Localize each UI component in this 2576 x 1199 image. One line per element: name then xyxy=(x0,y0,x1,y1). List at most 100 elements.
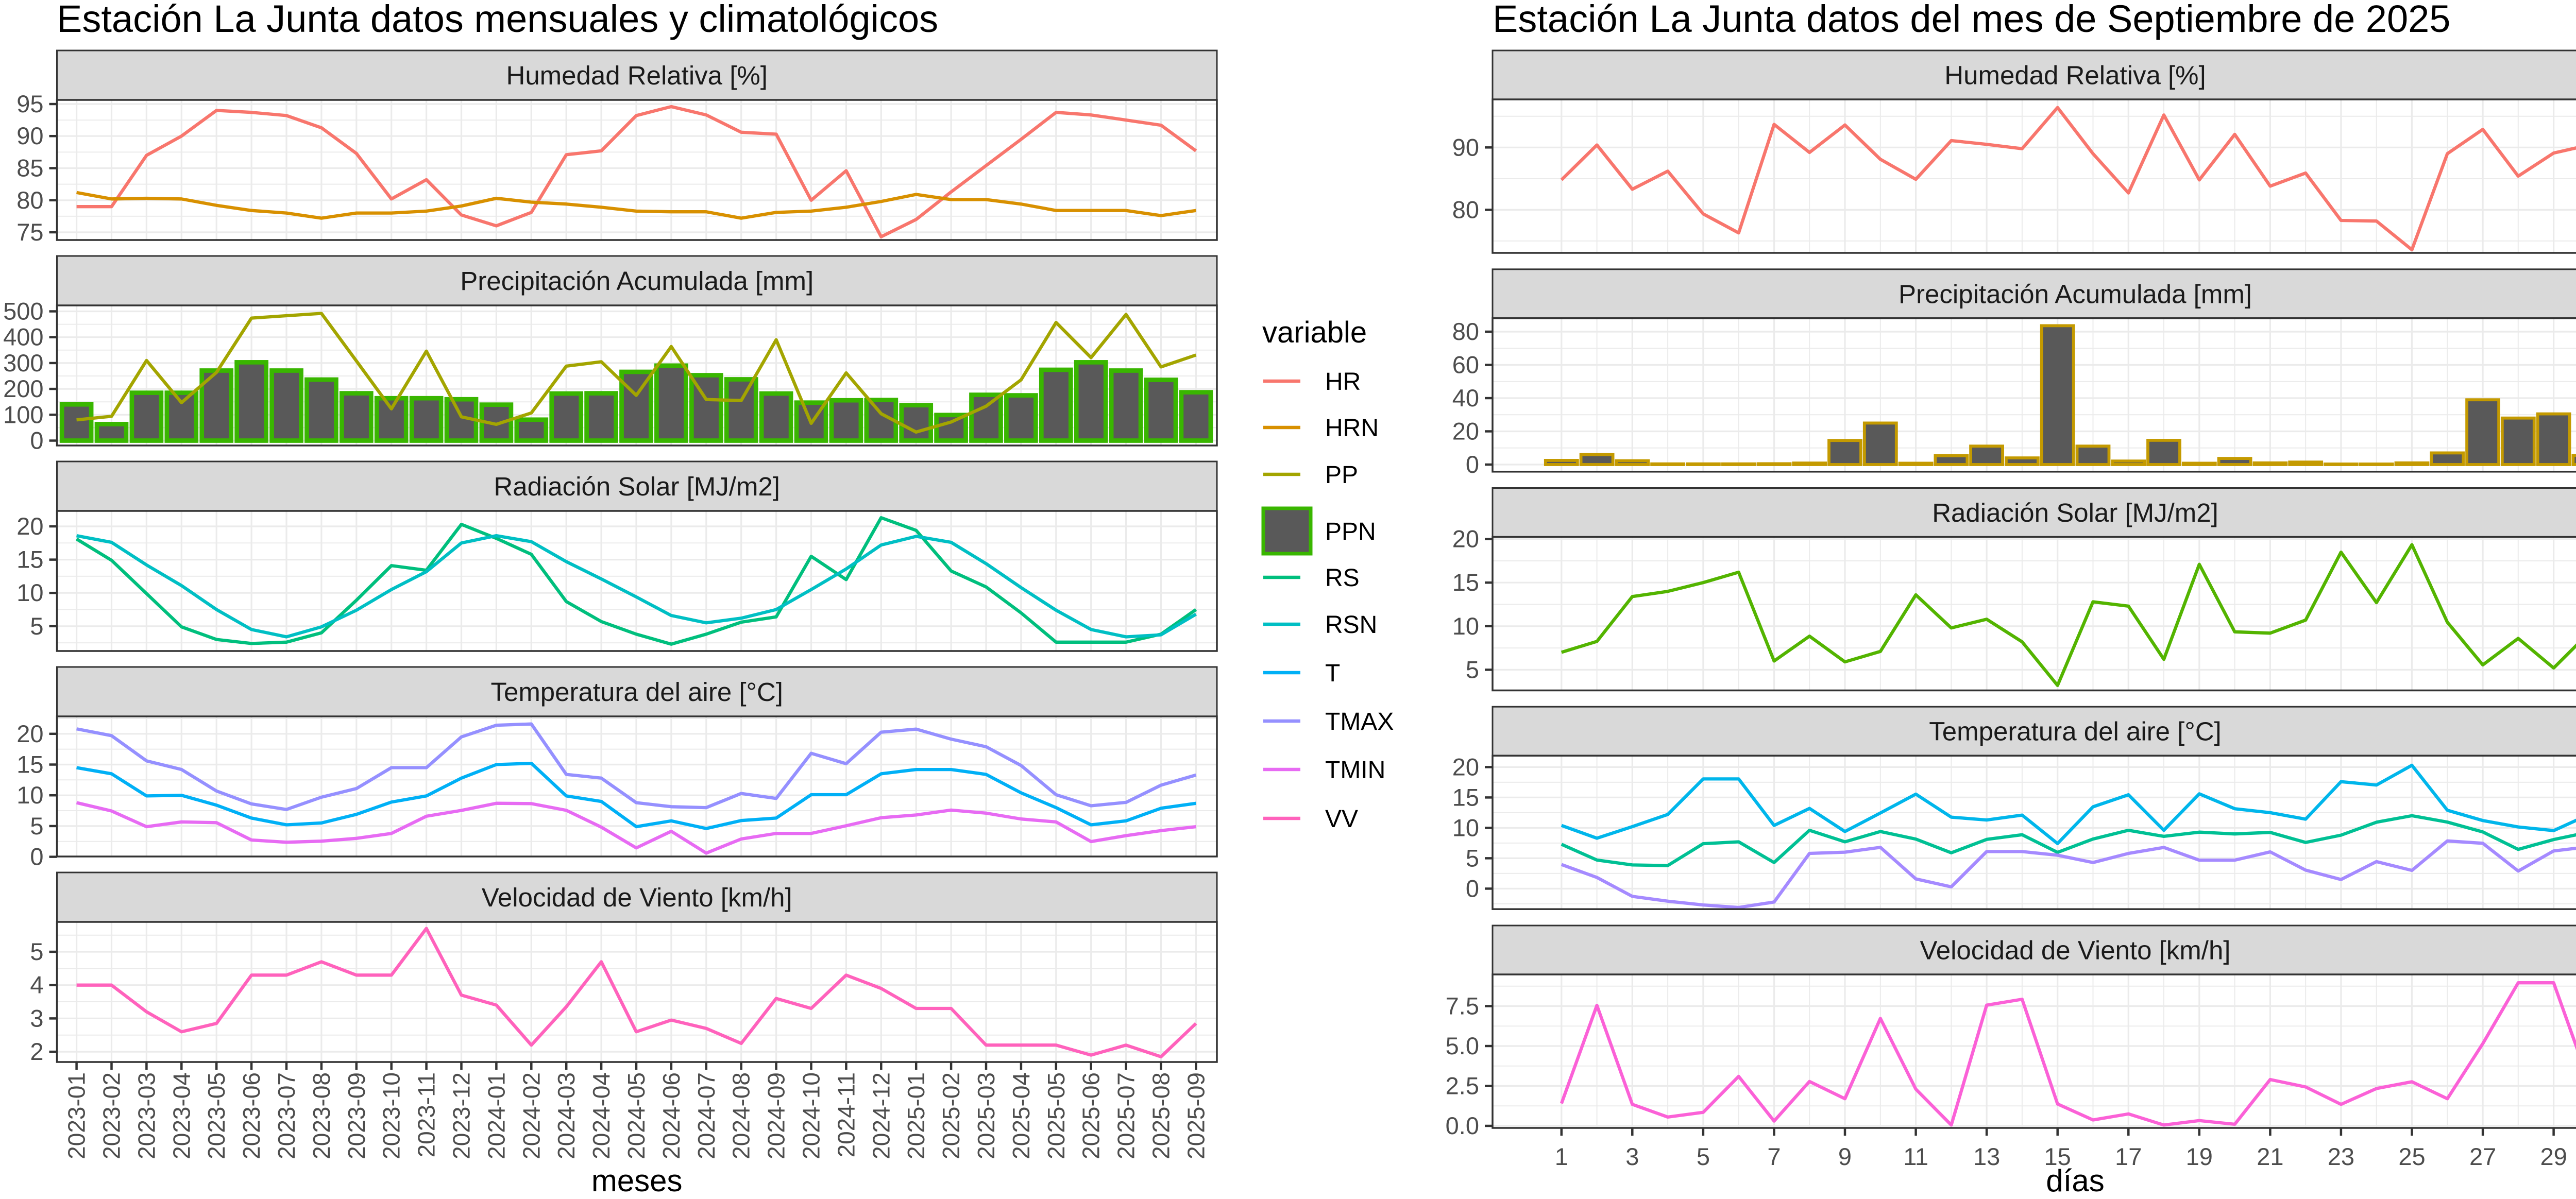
svg-text:10: 10 xyxy=(16,579,43,606)
svg-text:Radiación Solar [MJ/m2]: Radiación Solar [MJ/m2] xyxy=(1932,498,2218,527)
svg-text:300: 300 xyxy=(3,349,43,376)
svg-text:2025-02: 2025-02 xyxy=(938,1072,964,1159)
svg-text:2023-05: 2023-05 xyxy=(203,1072,230,1159)
svg-text:80: 80 xyxy=(1452,196,1479,223)
svg-text:2024-03: 2024-03 xyxy=(553,1072,580,1159)
svg-text:15: 15 xyxy=(16,546,43,573)
svg-text:TMIN: TMIN xyxy=(1325,757,1385,784)
svg-text:2023-06: 2023-06 xyxy=(238,1072,265,1159)
svg-text:7: 7 xyxy=(1767,1143,1781,1170)
svg-text:10: 10 xyxy=(1452,612,1479,640)
svg-text:2023-02: 2023-02 xyxy=(98,1072,125,1159)
svg-text:19: 19 xyxy=(2186,1143,2213,1170)
svg-text:2025-06: 2025-06 xyxy=(1078,1072,1105,1159)
svg-text:5: 5 xyxy=(1466,656,1479,683)
svg-text:0.0: 0.0 xyxy=(1446,1112,1479,1139)
svg-text:27: 27 xyxy=(2469,1143,2496,1170)
svg-text:2024-02: 2024-02 xyxy=(518,1072,545,1159)
svg-text:2023-12: 2023-12 xyxy=(448,1072,475,1159)
svg-text:5: 5 xyxy=(30,938,43,965)
svg-text:T: T xyxy=(1325,660,1340,687)
svg-text:Radiación Solar [MJ/m2]: Radiación Solar [MJ/m2] xyxy=(494,472,780,501)
svg-text:85: 85 xyxy=(16,155,43,182)
svg-text:2.5: 2.5 xyxy=(1446,1072,1479,1100)
svg-text:1: 1 xyxy=(1555,1143,1568,1170)
svg-text:Precipitación Acumulada [mm]: Precipitación Acumulada [mm] xyxy=(460,266,814,296)
svg-text:15: 15 xyxy=(1452,783,1479,811)
svg-text:RS: RS xyxy=(1325,564,1360,592)
svg-text:20: 20 xyxy=(1452,753,1479,780)
svg-text:2025-04: 2025-04 xyxy=(1008,1072,1035,1159)
svg-text:Velocidad de Viento [km/h]: Velocidad de Viento [km/h] xyxy=(482,883,792,912)
svg-text:2025-07: 2025-07 xyxy=(1113,1072,1140,1159)
svg-text:20: 20 xyxy=(1452,418,1479,445)
svg-text:10: 10 xyxy=(16,781,43,809)
svg-text:2025-01: 2025-01 xyxy=(903,1072,929,1159)
svg-text:RSN: RSN xyxy=(1325,611,1377,639)
svg-text:40: 40 xyxy=(1452,384,1479,412)
svg-text:100: 100 xyxy=(3,401,43,428)
svg-text:0: 0 xyxy=(30,843,43,870)
svg-text:Temperatura del aire [°C]: Temperatura del aire [°C] xyxy=(1929,717,2221,746)
svg-text:TMAX: TMAX xyxy=(1325,708,1394,735)
svg-text:15: 15 xyxy=(2044,1143,2071,1170)
svg-text:2023-07: 2023-07 xyxy=(273,1072,300,1159)
svg-text:3: 3 xyxy=(30,1004,43,1032)
svg-text:80: 80 xyxy=(1452,318,1479,345)
svg-text:2025-08: 2025-08 xyxy=(1148,1072,1175,1159)
svg-text:2025-09: 2025-09 xyxy=(1182,1072,1209,1159)
svg-text:2024-06: 2024-06 xyxy=(658,1072,685,1159)
svg-text:2024-04: 2024-04 xyxy=(588,1072,615,1159)
svg-text:20: 20 xyxy=(16,512,43,540)
svg-text:2023-10: 2023-10 xyxy=(378,1072,405,1159)
svg-text:Velocidad de Viento [km/h]: Velocidad de Viento [km/h] xyxy=(1920,936,2231,965)
svg-text:20: 20 xyxy=(1452,525,1479,553)
svg-text:2024-01: 2024-01 xyxy=(483,1072,510,1159)
svg-text:2023-09: 2023-09 xyxy=(343,1072,370,1159)
svg-text:29: 29 xyxy=(2540,1143,2567,1170)
svg-text:5: 5 xyxy=(1697,1143,1710,1170)
svg-text:95: 95 xyxy=(16,90,43,117)
svg-text:17: 17 xyxy=(2115,1143,2142,1170)
svg-text:0: 0 xyxy=(1466,875,1479,902)
svg-text:20: 20 xyxy=(16,720,43,747)
svg-text:PPN: PPN xyxy=(1325,518,1376,545)
svg-text:500: 500 xyxy=(3,298,43,325)
svg-text:2025-05: 2025-05 xyxy=(1043,1072,1070,1159)
svg-text:60: 60 xyxy=(1452,351,1479,379)
svg-text:25: 25 xyxy=(2398,1143,2425,1170)
svg-text:5.0: 5.0 xyxy=(1446,1032,1479,1059)
svg-text:Humedad Relativa [%]: Humedad Relativa [%] xyxy=(506,61,767,90)
svg-text:21: 21 xyxy=(2257,1143,2283,1170)
svg-text:2023-11: 2023-11 xyxy=(413,1072,440,1157)
svg-text:13: 13 xyxy=(1973,1143,2000,1170)
svg-text:Precipitación Acumulada [mm]: Precipitación Acumulada [mm] xyxy=(1899,279,2252,309)
svg-text:Estación La Junta datos del me: Estación La Junta datos del mes de Septi… xyxy=(1493,0,2450,40)
svg-text:5: 5 xyxy=(1466,844,1479,871)
svg-text:0: 0 xyxy=(1466,451,1479,478)
svg-text:0: 0 xyxy=(30,427,43,454)
svg-text:2023-01: 2023-01 xyxy=(63,1072,90,1159)
svg-text:90: 90 xyxy=(16,122,43,149)
svg-text:3: 3 xyxy=(1625,1143,1639,1170)
svg-text:5: 5 xyxy=(30,812,43,840)
svg-text:200: 200 xyxy=(3,375,43,402)
svg-text:2: 2 xyxy=(30,1038,43,1065)
svg-text:9: 9 xyxy=(1838,1143,1852,1170)
svg-text:11: 11 xyxy=(1903,1143,1928,1170)
svg-text:2023-03: 2023-03 xyxy=(133,1072,160,1159)
svg-text:80: 80 xyxy=(16,186,43,214)
svg-text:2024-10: 2024-10 xyxy=(798,1072,825,1159)
svg-text:10: 10 xyxy=(1452,814,1479,841)
svg-text:2024-11: 2024-11 xyxy=(833,1072,859,1157)
svg-text:23: 23 xyxy=(2328,1143,2354,1170)
svg-text:15: 15 xyxy=(1452,569,1479,596)
svg-text:2024-09: 2024-09 xyxy=(763,1072,790,1159)
svg-text:VV: VV xyxy=(1325,806,1358,833)
svg-text:variable: variable xyxy=(1262,316,1367,349)
svg-text:HRN: HRN xyxy=(1325,415,1379,442)
svg-text:400: 400 xyxy=(3,323,43,351)
svg-text:2024-08: 2024-08 xyxy=(728,1072,755,1159)
svg-text:75: 75 xyxy=(16,218,43,246)
svg-text:meses: meses xyxy=(591,1163,683,1198)
